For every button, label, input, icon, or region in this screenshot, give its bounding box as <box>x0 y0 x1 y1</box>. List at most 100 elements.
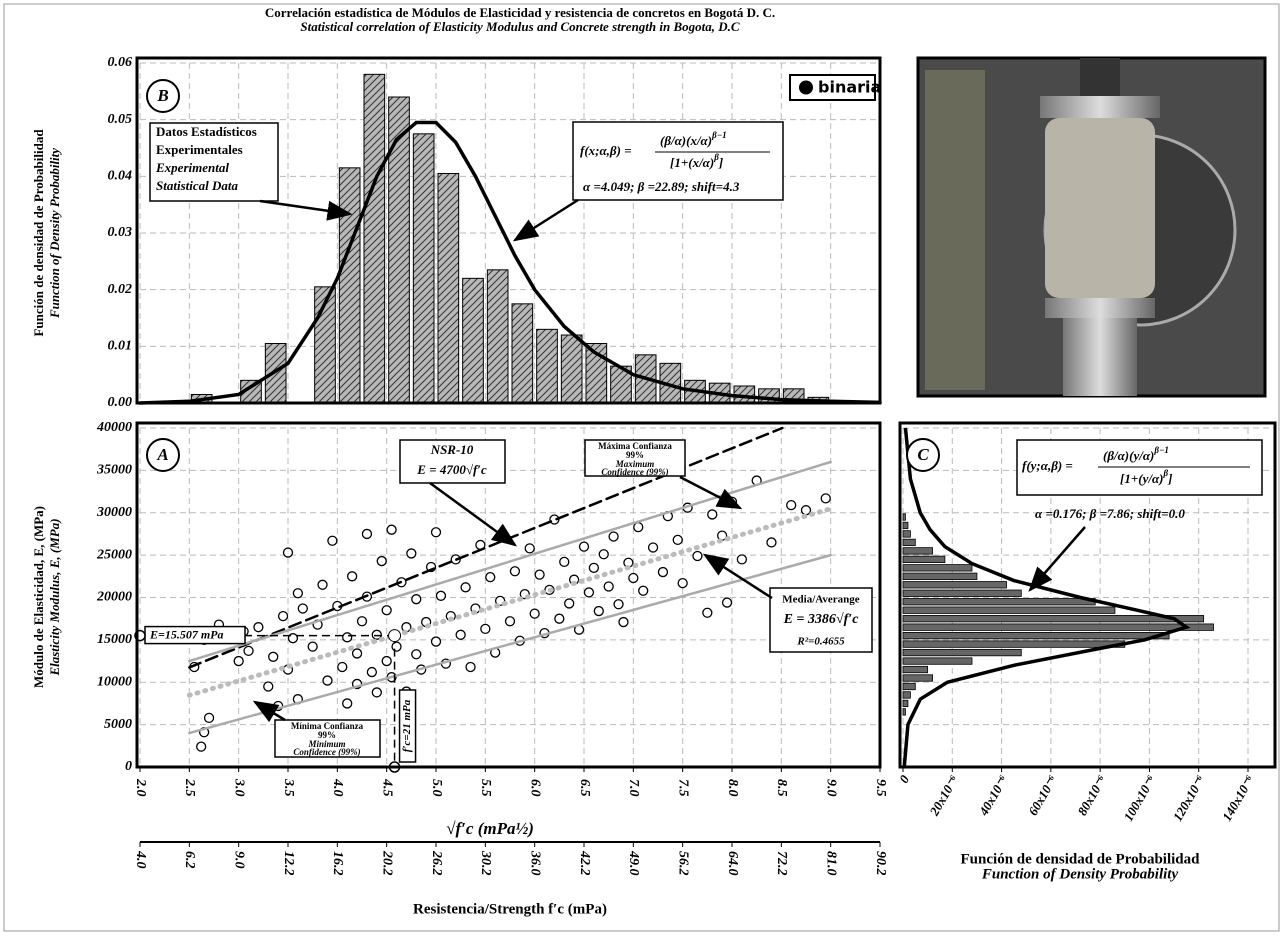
y-tick-label: 0 <box>125 759 132 774</box>
point <box>593 605 604 617</box>
point <box>707 509 718 520</box>
y-tick-label: 0.00 <box>108 395 133 410</box>
annotation: 99% <box>626 450 644 460</box>
point <box>351 648 363 659</box>
formula: [1+(x/α)β] <box>670 152 723 170</box>
formula-part: [1+(y/α) <box>1120 471 1163 486</box>
x2-tick-label: 81.0 <box>823 851 838 876</box>
formula-part: [1+(x/α) <box>670 155 714 170</box>
annotation-box <box>274 719 381 758</box>
annotation-box <box>769 587 873 653</box>
params: α =4.049; β =22.89; shift=4.3 <box>583 179 740 194</box>
bar <box>902 708 906 716</box>
x-tick-label: 8.5 <box>774 779 789 797</box>
bar <box>902 564 973 572</box>
x-tick-label: 2.0 <box>133 778 148 797</box>
bar <box>902 530 911 538</box>
bar <box>388 96 410 404</box>
formula-part: (β/α)(x/α) <box>660 133 712 148</box>
point <box>386 524 397 535</box>
x-tick-label: 4.5 <box>379 778 394 797</box>
point <box>282 547 294 558</box>
annotation: Media/Averange <box>782 594 860 606</box>
panel-circle <box>906 438 940 472</box>
point <box>460 582 471 593</box>
curve <box>188 553 832 735</box>
x-axis-title: Function of Density Probability <box>981 866 1179 882</box>
formula-part: ] <box>1167 471 1172 486</box>
point <box>356 616 368 627</box>
bar <box>902 674 933 682</box>
reference-point <box>388 629 402 643</box>
x-tick-label: 5.5 <box>478 779 493 797</box>
bar <box>902 606 1116 614</box>
x2-tick-label: 30.2 <box>478 850 493 876</box>
bar <box>902 521 909 530</box>
point <box>786 499 797 511</box>
annotation: Confidence (99%) <box>601 467 668 477</box>
bar <box>902 547 933 555</box>
arrow <box>512 198 579 242</box>
point <box>277 610 289 622</box>
x2-tick-label: 64.0 <box>725 851 740 876</box>
y-axis-title: Elasticity Modulus, E, (MPa) <box>47 518 62 676</box>
annotation-box <box>399 439 506 484</box>
bar <box>462 277 484 404</box>
point <box>268 651 279 662</box>
point <box>692 550 703 562</box>
x2-tick-label: 20.2 <box>379 850 394 876</box>
bar <box>902 598 1096 606</box>
point <box>366 666 378 678</box>
point <box>263 681 274 692</box>
x2-tick-label: 26.2 <box>429 850 444 876</box>
annotation: Maximum <box>615 459 655 469</box>
point <box>564 598 575 609</box>
bar <box>902 572 978 580</box>
y-axis-title: Función de densidad de Probabilidad <box>31 129 46 337</box>
point <box>455 629 466 640</box>
bar <box>902 555 946 563</box>
curve <box>902 427 1191 768</box>
bar <box>902 699 909 708</box>
point <box>820 493 831 504</box>
formula-part: β <box>1162 468 1168 478</box>
x2-axis-title: Resistencia/Strength f′c (mPa) <box>413 901 607 917</box>
x-tick-label: 6.5 <box>577 779 592 797</box>
panel-label: B <box>156 86 168 105</box>
y-tick-label: 15000 <box>97 632 132 647</box>
annotation: E=15.507 mPa <box>149 627 224 641</box>
x-tick-label: 120x10⁻⁶ <box>1170 772 1208 823</box>
point <box>371 629 382 640</box>
x-tick-label: 5.0 <box>429 779 444 797</box>
point <box>633 522 644 533</box>
point <box>376 555 387 567</box>
point <box>702 607 713 618</box>
formula-part: ] <box>718 155 723 170</box>
x-tick-label: 6.0 <box>527 779 542 797</box>
point <box>381 655 392 667</box>
point <box>534 569 545 580</box>
x-tick-label: 140x10⁻⁶ <box>1219 772 1257 823</box>
y-tick-label: 40000 <box>96 420 132 435</box>
point <box>307 641 318 652</box>
x2-tick-label: 72.2 <box>774 851 789 876</box>
x2-tick-label: 16.2 <box>330 851 345 876</box>
point <box>430 636 442 647</box>
formula: (β/α)(x/α)β−1 <box>660 130 727 148</box>
point <box>196 741 207 752</box>
point <box>657 566 669 578</box>
logo: binaria <box>818 78 881 97</box>
point <box>292 588 304 599</box>
point <box>317 579 328 590</box>
y-tick-label: 0.05 <box>108 112 133 127</box>
point <box>485 572 496 583</box>
bar <box>902 538 916 547</box>
annotation: E = 4700√f′c <box>416 462 487 477</box>
point <box>578 541 590 552</box>
bar <box>902 691 911 699</box>
point <box>647 542 659 553</box>
point <box>608 531 619 542</box>
formula: f(y;α,β) = <box>1022 458 1073 473</box>
panel-frame <box>898 421 1277 769</box>
panel-frame <box>135 56 882 405</box>
